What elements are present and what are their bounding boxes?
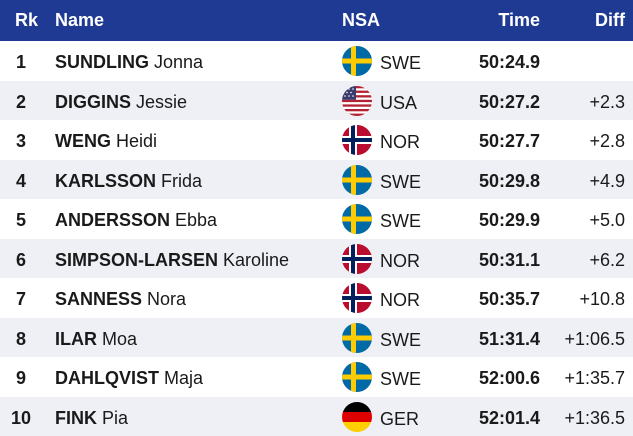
first-name: Moa: [102, 328, 138, 349]
table-header: Rk Name NSA Time Diff: [0, 0, 633, 41]
diff-cell: +2.8: [589, 131, 625, 151]
table-row[interactable]: 6 SIMPSON-LARSEN Karoline NOR 50:31.1 +6.2: [0, 238, 633, 278]
rank-cell: 5: [15, 210, 26, 230]
first-name: Jessie: [136, 91, 188, 112]
first-name: Karoline: [223, 249, 290, 270]
header-nsa[interactable]: NSA: [342, 10, 381, 30]
table-row[interactable]: 5 ANDERSSON Ebba SWE 50:29.9 +5.0: [0, 199, 633, 239]
time-cell: 50:24.9: [478, 52, 540, 72]
germany-flag-icon: [342, 401, 372, 432]
rank-cell: 8: [15, 328, 26, 349]
nsa-cell: SWE: [380, 211, 422, 231]
header-name[interactable]: Name: [55, 10, 105, 30]
last-name: WENG: [55, 131, 111, 151]
last-name: ANDERSSON: [55, 210, 171, 230]
last-name: KARLSSON: [55, 170, 157, 191]
rank-cell: 6: [15, 249, 26, 270]
sweden-flag-icon: [342, 362, 372, 392]
header-diff[interactable]: Diff: [595, 10, 625, 30]
diff-cell: +1:35.7: [564, 368, 625, 388]
nsa-cell: USA: [380, 92, 418, 113]
table-row[interactable]: 2 DIGGINS Jessie USA 50:27.2 +2.3: [0, 80, 633, 120]
first-name: Jonna: [154, 52, 204, 72]
first-name: Frida: [161, 170, 203, 191]
athlete-name-cell[interactable]: DAHLQVIST Maja: [55, 368, 203, 389]
nsa-cell: GER: [380, 408, 420, 429]
first-name: Maja: [164, 368, 204, 388]
athlete-name-cell[interactable]: FINK Pia: [55, 408, 128, 429]
time-cell: 50:35.7: [478, 289, 540, 309]
first-name: Heidi: [116, 131, 158, 151]
athlete-name-cell[interactable]: WENG Heidi: [55, 131, 157, 152]
nsa-cell: SWE: [380, 369, 422, 389]
nsa-cell: SWE: [380, 171, 422, 192]
athlete-name-cell[interactable]: ANDERSSON Ebba: [55, 210, 217, 231]
table-row[interactable]: 9 DAHLQVIST Maja SWE 52:00.6 +1:35.7: [0, 357, 633, 397]
rank-cell: 3: [15, 131, 26, 151]
time-cell: 50:29.8: [478, 170, 540, 191]
athlete-name-cell[interactable]: SIMPSON-LARSEN Karoline: [55, 250, 289, 271]
last-name: SIMPSON-LARSEN: [55, 249, 219, 270]
sweden-flag-icon: [342, 46, 372, 76]
athlete-name-cell[interactable]: DIGGINS Jessie: [55, 92, 187, 113]
first-name: Ebba: [175, 210, 218, 230]
time-cell: 50:27.7: [478, 131, 540, 151]
time-cell: 50:31.1: [478, 249, 540, 270]
diff-cell: +4.9: [589, 170, 625, 191]
first-name: Pia: [102, 407, 129, 428]
last-name: SANNESS: [55, 289, 143, 309]
rank-cell: 2: [15, 91, 26, 112]
sweden-flag-icon: [342, 322, 372, 353]
rank-cell: 9: [15, 368, 26, 388]
rank-cell: 10: [10, 407, 32, 428]
rank-cell: 1: [15, 52, 26, 72]
athlete-name-cell[interactable]: ILAR Moa: [55, 329, 137, 350]
last-name: DAHLQVIST: [55, 368, 160, 388]
time-cell: 50:27.2: [478, 91, 540, 112]
last-name: FINK: [55, 407, 97, 428]
athlete-name-cell[interactable]: SUNDLING Jonna: [55, 52, 203, 73]
norway-flag-icon: [342, 243, 372, 274]
first-name: Nora: [147, 289, 187, 309]
nsa-cell: NOR: [380, 290, 420, 310]
norway-flag-icon: [342, 283, 372, 313]
diff-cell: +1:36.5: [564, 407, 625, 428]
last-name: SUNDLING: [55, 52, 149, 72]
usa-flag-icon: [342, 85, 372, 116]
table-row[interactable]: 8 ILAR Moa SWE 51:31.4 +1:06.5: [0, 317, 633, 357]
nsa-cell: SWE: [380, 329, 422, 350]
table-row[interactable]: 7 SANNESS Nora NOR 50:35.7 +10.8: [0, 278, 633, 318]
header-time[interactable]: Time: [498, 10, 540, 30]
header-rank[interactable]: Rk: [15, 10, 39, 30]
time-cell: 52:01.4: [478, 407, 540, 428]
athlete-name-cell[interactable]: KARLSSON Frida: [55, 171, 202, 192]
rank-cell: 7: [15, 289, 26, 309]
diff-cell: +10.8: [579, 289, 625, 309]
athlete-name-cell[interactable]: SANNESS Nora: [55, 289, 186, 310]
diff-cell: +1:06.5: [564, 328, 625, 349]
nsa-cell: NOR: [380, 132, 420, 152]
diff-cell: +6.2: [589, 249, 625, 270]
last-name: DIGGINS: [55, 91, 132, 112]
table-row[interactable]: 3 WENG Heidi NOR 50:27.7 +2.8: [0, 120, 633, 160]
time-cell: 52:00.6: [478, 368, 540, 388]
time-cell: 50:29.9: [478, 210, 540, 230]
diff-cell: +2.3: [589, 91, 625, 112]
nsa-cell: NOR: [380, 250, 420, 271]
nsa-cell: SWE: [380, 53, 422, 73]
time-cell: 51:31.4: [478, 328, 540, 349]
sweden-flag-icon: [342, 204, 372, 234]
last-name: ILAR: [55, 328, 97, 349]
diff-cell: +5.0: [589, 210, 625, 230]
norway-flag-icon: [342, 125, 372, 155]
rank-cell: 4: [15, 170, 26, 191]
table-row[interactable]: 1 SUNDLING Jonna SWE 50:24.9: [0, 41, 633, 81]
table-row[interactable]: 4 KARLSSON Frida SWE 50:29.8 +4.9: [0, 159, 633, 199]
sweden-flag-icon: [342, 164, 372, 195]
table-row[interactable]: 10 FINK Pia GER 52:01.4 +1:36.5: [0, 396, 633, 436]
